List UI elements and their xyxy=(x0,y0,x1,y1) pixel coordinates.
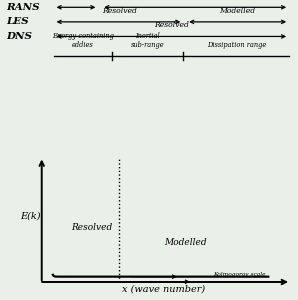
Text: Energy containing
eddies: Energy containing eddies xyxy=(52,32,114,50)
Text: Kolmogorov scale: Kolmogorov scale xyxy=(213,272,266,277)
Text: Resolved: Resolved xyxy=(102,7,137,15)
Text: Inertial
sub-range: Inertial sub-range xyxy=(131,32,164,50)
Text: Dissipation range: Dissipation range xyxy=(207,41,266,50)
Y-axis label: E(k): E(k) xyxy=(20,212,41,220)
X-axis label: x (wave number): x (wave number) xyxy=(122,285,205,294)
Text: Modelled: Modelled xyxy=(219,7,255,15)
Text: RANS: RANS xyxy=(6,3,40,12)
Text: DNS: DNS xyxy=(6,32,32,41)
Text: Resolved: Resolved xyxy=(154,21,189,29)
Text: LES: LES xyxy=(6,17,29,26)
Text: Resolved: Resolved xyxy=(71,223,112,232)
Text: Modelled: Modelled xyxy=(164,238,207,247)
